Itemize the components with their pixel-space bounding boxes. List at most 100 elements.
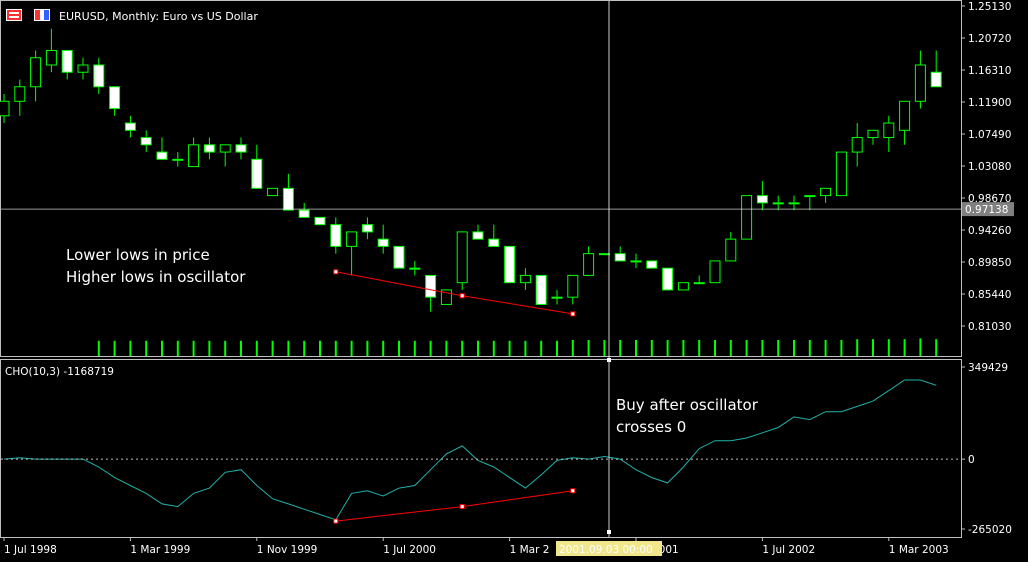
price-annotation-line-1: Lower lows in price — [66, 246, 210, 264]
candle-body — [188, 144, 200, 168]
candle-body — [804, 195, 816, 198]
time-axis: 1 Jul 1998 1 Mar 1999 1 Nov 1999 1 Jul 2000… — [3, 537, 949, 556]
current-price-box — [962, 202, 1014, 217]
price-tick-label: 0.89850 — [968, 257, 1011, 269]
price-tick-label: 1.16310 — [968, 65, 1011, 77]
oscillator-axis: 349429 0 -265020 — [961, 362, 1012, 536]
candle-body — [851, 137, 863, 153]
current-price-label: 0.97138 — [965, 204, 1008, 216]
candle-body — [314, 216, 326, 226]
candle-body — [820, 187, 832, 197]
candle-body — [883, 122, 895, 139]
candle-body — [630, 260, 642, 263]
candle-body — [282, 187, 294, 211]
candle-body — [930, 71, 942, 88]
candle-body — [124, 122, 136, 131]
chart-type-icon[interactable] — [34, 9, 50, 21]
candle-body — [14, 86, 26, 102]
chaikin-oscillator-line — [3, 379, 937, 521]
candle-body — [535, 274, 547, 305]
candle-body — [756, 195, 768, 204]
price-tick-label: 0.94260 — [968, 225, 1011, 237]
candle-body — [709, 260, 721, 284]
candle-body — [440, 289, 452, 305]
price-divergence-point — [333, 269, 339, 275]
candle-body — [914, 64, 926, 102]
price-axis: 1.25130 1.20720 1.16310 1.11900 1.07490 1.030… — [961, 1, 1014, 333]
candle-body — [377, 238, 389, 247]
candle-body — [677, 282, 689, 291]
oscillator-divergence-point — [333, 518, 339, 524]
oscillator-label: CHO(10,3) -1168719 — [5, 366, 114, 378]
candle-body — [393, 245, 405, 269]
chart-window-icon[interactable] — [6, 9, 22, 21]
time-tick-label: 1 Mar 1999 — [130, 544, 190, 556]
candle-body — [583, 253, 595, 276]
candle-body — [267, 187, 279, 197]
candle-body — [693, 282, 705, 285]
time-tick-label: 1 Mar 2 — [510, 544, 550, 556]
candle-body — [0, 100, 10, 117]
candle-body — [235, 144, 247, 153]
candle-body — [725, 238, 737, 262]
candle-body — [30, 57, 42, 88]
price-tick-label: 0.85440 — [968, 289, 1011, 301]
price-divergence-point — [570, 311, 576, 317]
candle-body — [61, 49, 73, 73]
price-tick-label: 0.81030 — [968, 321, 1011, 333]
time-tick-label: 1 Mar 2003 — [889, 544, 949, 556]
crosshair-time-label: 2001.09.03 00:00 — [559, 544, 653, 556]
candle-body — [361, 224, 373, 233]
candle-body — [346, 231, 358, 247]
oscillator-divergence-point — [459, 504, 465, 510]
candle-body — [472, 231, 484, 240]
candle-body — [251, 158, 263, 189]
crosshair-marker — [607, 358, 611, 362]
volume-bars — [97, 338, 938, 356]
candle-body — [662, 267, 674, 291]
candle-body — [45, 49, 57, 66]
price-divergence-segment — [335, 271, 463, 297]
candle-body — [298, 209, 310, 218]
candle-body — [409, 267, 421, 270]
oscillator-divergence-segment — [335, 506, 463, 522]
candle-body — [741, 195, 753, 240]
candle-body — [646, 260, 658, 269]
candle-body — [425, 274, 437, 298]
candle-body — [203, 144, 215, 153]
candle-body — [835, 151, 847, 197]
candle-body — [109, 86, 121, 110]
time-tick-label: 1 Jul 1998 — [4, 544, 57, 556]
price-annotation-line-2: Higher lows in oscillator — [66, 268, 246, 286]
candle-body — [504, 245, 516, 284]
price-tick-label: 0.98670 — [968, 193, 1011, 205]
candle-body — [567, 274, 579, 298]
candle-body — [219, 144, 231, 153]
price-divergence-point — [459, 293, 465, 299]
crosshair: 2001.09.03 00:00 — [1, 1, 961, 556]
chart-title: EURUSD, Monthly: Euro vs US Dollar — [59, 10, 258, 23]
price-panel-frame — [0, 0, 962, 357]
candle-body — [519, 274, 531, 284]
price-tick-label: 1.25130 — [968, 1, 1011, 13]
osc-tick-label: -265020 — [968, 524, 1012, 536]
divergence-lines — [333, 269, 576, 524]
candle-body — [867, 129, 879, 139]
oscillator-annotation-line-2: crosses 0 — [616, 418, 686, 436]
price-tick-label: 1.03080 — [968, 161, 1011, 173]
price-tick-label: 1.20720 — [968, 33, 1011, 45]
candle-body — [330, 224, 342, 247]
osc-tick-label: 349429 — [968, 362, 1008, 374]
oscillator-annotation-line-1: Buy after oscillator — [616, 396, 759, 414]
candle-body — [156, 151, 168, 160]
time-tick-label: 1 Nov 1999 — [257, 544, 318, 556]
candle-body — [77, 64, 89, 73]
chart-header: EURUSD, Monthly: Euro vs US Dollar — [6, 9, 258, 23]
price-tick-label: 1.11900 — [968, 97, 1011, 109]
candle-body — [456, 231, 468, 284]
candle-body — [93, 64, 105, 88]
candle-body — [899, 100, 911, 131]
price-tick-label: 1.07490 — [968, 129, 1011, 141]
candle-body — [788, 202, 800, 205]
